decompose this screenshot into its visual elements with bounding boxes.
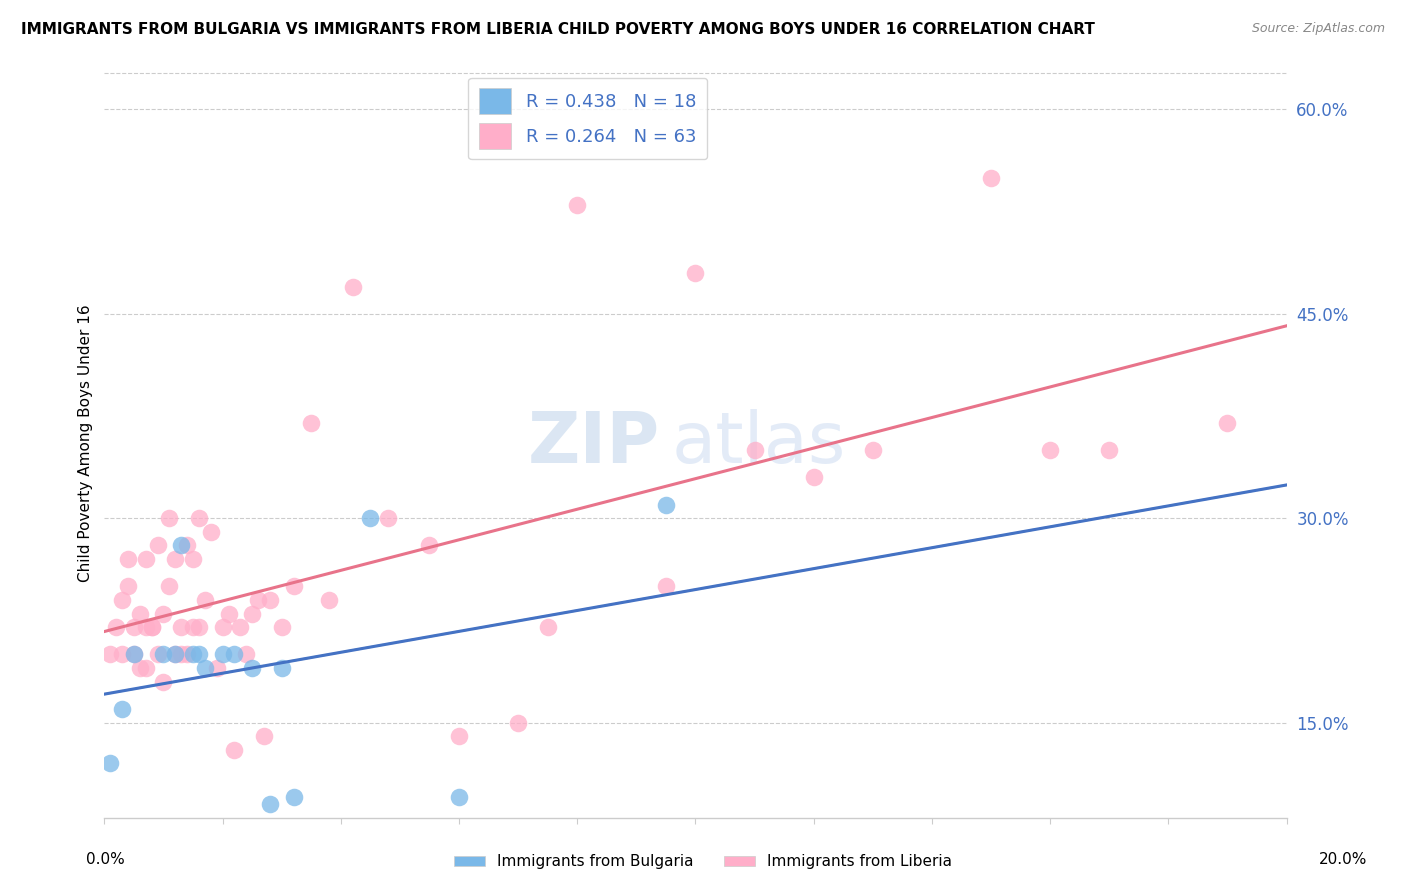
Point bbox=[176, 648, 198, 662]
Point bbox=[157, 511, 180, 525]
Point bbox=[567, 198, 589, 212]
Point bbox=[447, 729, 470, 743]
Point bbox=[152, 648, 174, 662]
Point bbox=[122, 648, 145, 662]
Point bbox=[181, 552, 204, 566]
Point bbox=[270, 620, 292, 634]
Point bbox=[105, 620, 128, 634]
Point bbox=[128, 607, 150, 621]
Point bbox=[141, 620, 163, 634]
Point bbox=[111, 648, 134, 662]
Point bbox=[170, 538, 193, 552]
Point bbox=[170, 648, 193, 662]
Point bbox=[655, 498, 678, 512]
Point bbox=[181, 648, 204, 662]
Point bbox=[218, 607, 240, 621]
Point bbox=[235, 648, 257, 662]
Point bbox=[247, 593, 270, 607]
Point bbox=[655, 579, 678, 593]
Point bbox=[259, 593, 281, 607]
Point bbox=[224, 743, 246, 757]
Point bbox=[205, 661, 228, 675]
Point bbox=[980, 170, 1002, 185]
Point bbox=[224, 648, 246, 662]
Point bbox=[685, 266, 707, 280]
Point bbox=[259, 797, 281, 812]
Point bbox=[122, 620, 145, 634]
Point bbox=[111, 702, 134, 716]
Point bbox=[862, 443, 884, 458]
Point bbox=[194, 593, 217, 607]
Text: IMMIGRANTS FROM BULGARIA VS IMMIGRANTS FROM LIBERIA CHILD POVERTY AMONG BOYS UND: IMMIGRANTS FROM BULGARIA VS IMMIGRANTS F… bbox=[21, 22, 1095, 37]
Point bbox=[98, 648, 121, 662]
Point bbox=[200, 524, 222, 539]
Point bbox=[744, 443, 766, 458]
Point bbox=[1216, 416, 1239, 430]
Point bbox=[283, 579, 305, 593]
Point bbox=[111, 593, 134, 607]
Point bbox=[176, 538, 198, 552]
Point bbox=[141, 620, 163, 634]
Text: Source: ZipAtlas.com: Source: ZipAtlas.com bbox=[1251, 22, 1385, 36]
Point bbox=[359, 511, 381, 525]
Point bbox=[122, 648, 145, 662]
Point bbox=[211, 620, 233, 634]
Legend: R = 0.438   N = 18, R = 0.264   N = 63: R = 0.438 N = 18, R = 0.264 N = 63 bbox=[468, 78, 707, 160]
Point bbox=[135, 552, 157, 566]
Text: 20.0%: 20.0% bbox=[1319, 852, 1367, 867]
Point bbox=[508, 715, 530, 730]
Point bbox=[188, 511, 211, 525]
Point bbox=[146, 538, 169, 552]
Point bbox=[152, 674, 174, 689]
Point bbox=[165, 648, 187, 662]
Point bbox=[188, 620, 211, 634]
Point bbox=[299, 416, 322, 430]
Point bbox=[253, 729, 276, 743]
Legend: Immigrants from Bulgaria, Immigrants from Liberia: Immigrants from Bulgaria, Immigrants fro… bbox=[449, 848, 957, 875]
Point bbox=[135, 661, 157, 675]
Point bbox=[283, 790, 305, 805]
Point bbox=[1098, 443, 1121, 458]
Point bbox=[803, 470, 825, 484]
Text: atlas: atlas bbox=[672, 409, 846, 478]
Text: 0.0%: 0.0% bbox=[86, 852, 125, 867]
Point bbox=[98, 756, 121, 771]
Point bbox=[146, 648, 169, 662]
Point bbox=[240, 607, 263, 621]
Point bbox=[194, 661, 217, 675]
Point bbox=[128, 661, 150, 675]
Point bbox=[188, 648, 211, 662]
Point bbox=[447, 790, 470, 805]
Y-axis label: Child Poverty Among Boys Under 16: Child Poverty Among Boys Under 16 bbox=[79, 304, 93, 582]
Point bbox=[117, 552, 139, 566]
Point bbox=[377, 511, 399, 525]
Point bbox=[211, 648, 233, 662]
Point bbox=[342, 279, 364, 293]
Point bbox=[240, 661, 263, 675]
Point bbox=[537, 620, 560, 634]
Point bbox=[165, 552, 187, 566]
Point bbox=[318, 593, 340, 607]
Point bbox=[165, 648, 187, 662]
Point bbox=[170, 620, 193, 634]
Text: ZIP: ZIP bbox=[527, 409, 659, 478]
Point bbox=[135, 620, 157, 634]
Point bbox=[270, 661, 292, 675]
Point bbox=[229, 620, 252, 634]
Point bbox=[117, 579, 139, 593]
Point bbox=[181, 620, 204, 634]
Point bbox=[418, 538, 440, 552]
Point bbox=[157, 579, 180, 593]
Point bbox=[152, 607, 174, 621]
Point bbox=[1039, 443, 1062, 458]
